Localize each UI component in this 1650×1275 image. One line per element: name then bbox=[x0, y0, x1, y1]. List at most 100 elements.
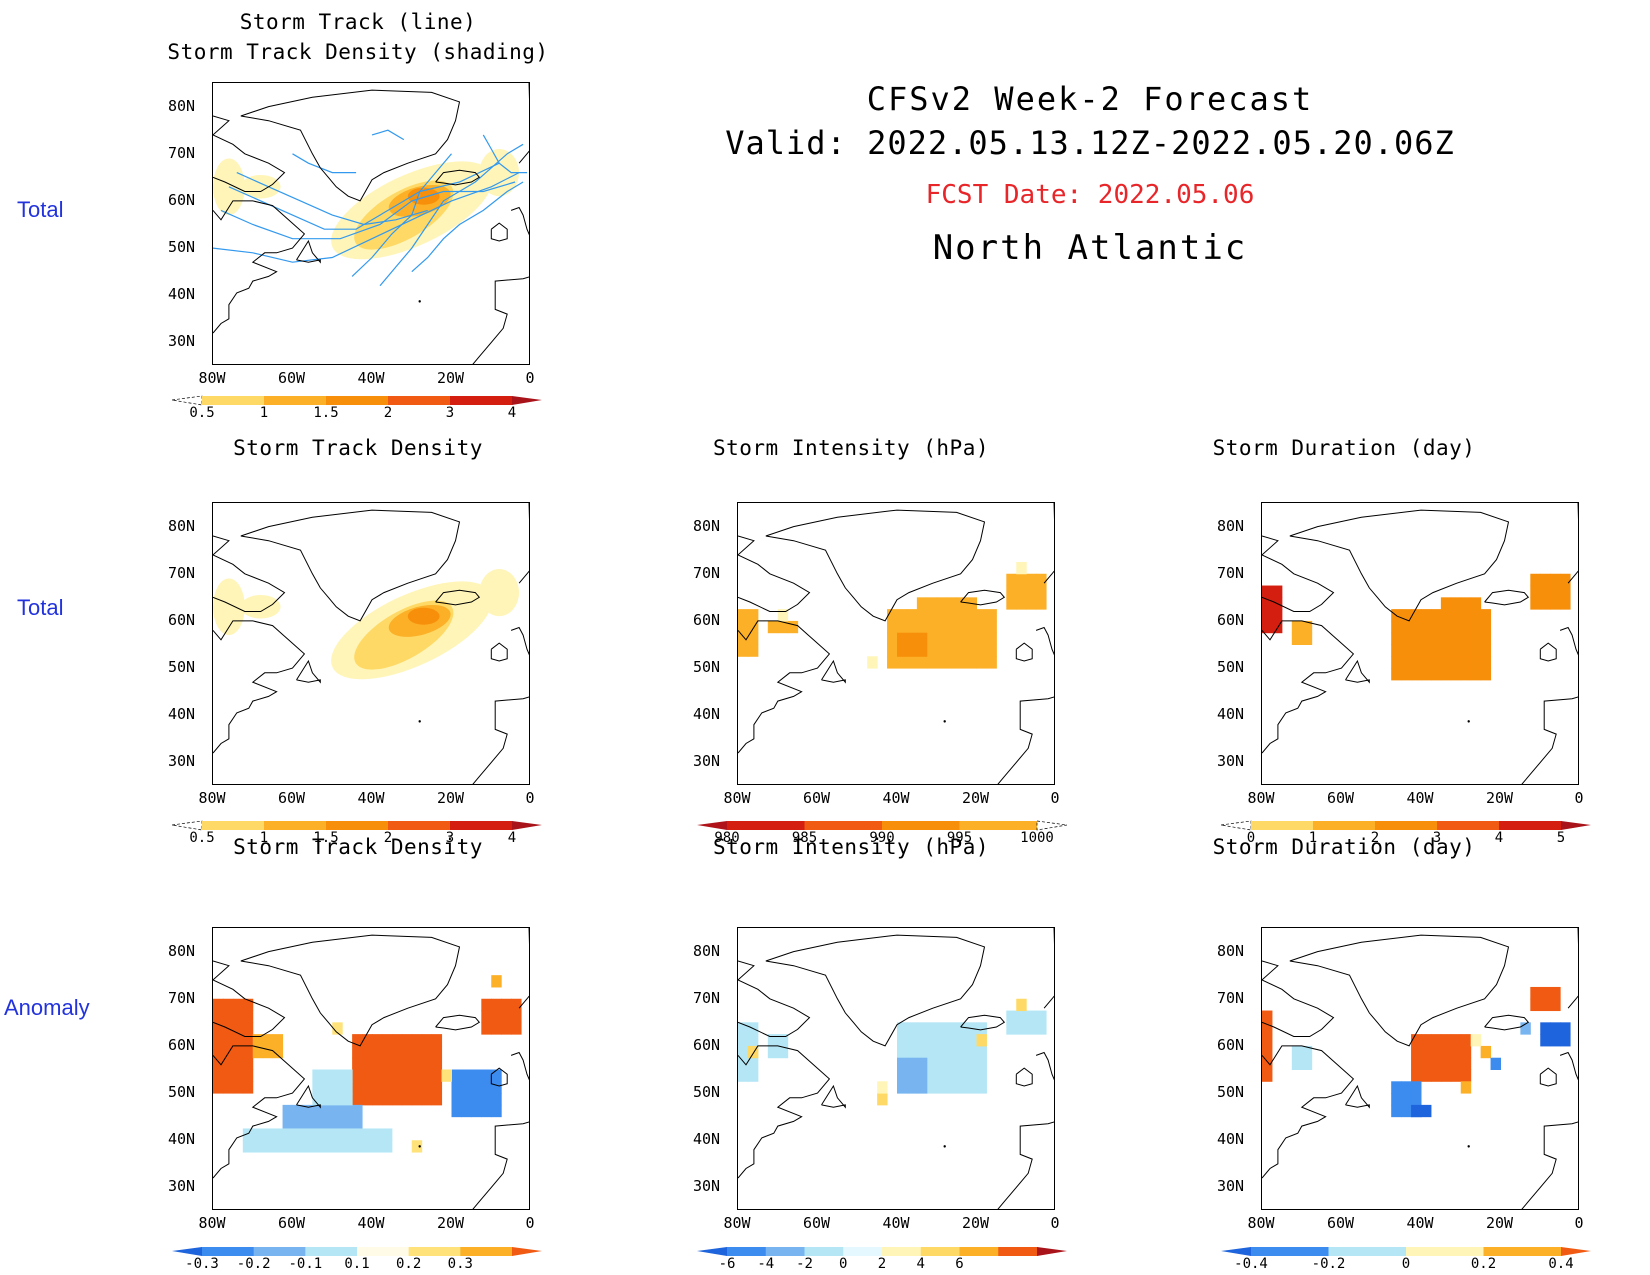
grid-cell bbox=[352, 1104, 363, 1118]
coastline-6 bbox=[1035, 1051, 1054, 1081]
coastline-8 bbox=[472, 1121, 529, 1209]
grid-cell bbox=[1450, 597, 1462, 610]
coastline-8 bbox=[472, 696, 529, 784]
grid-cell bbox=[1530, 597, 1541, 610]
grid-cell bbox=[906, 1034, 918, 1047]
map-storm-track-total bbox=[212, 82, 530, 365]
lon-tick-label: 60W bbox=[278, 1214, 306, 1232]
colorbar-arrow-right bbox=[512, 396, 542, 405]
grid-cell bbox=[877, 1093, 888, 1106]
grid-cell bbox=[1421, 1104, 1432, 1118]
grid-cell bbox=[1490, 1057, 1501, 1070]
grid-cell bbox=[242, 1045, 254, 1059]
lat-tick-label: 50N bbox=[168, 658, 196, 677]
grid-cell bbox=[222, 1081, 234, 1094]
grid-cell bbox=[906, 656, 918, 669]
grid-cell bbox=[1016, 1010, 1027, 1023]
grid-cell bbox=[976, 644, 987, 657]
colorbar-label: -0.1 bbox=[288, 1256, 323, 1272]
grid-cell bbox=[421, 1081, 433, 1094]
grid-cell bbox=[1036, 585, 1047, 598]
grid-cell bbox=[312, 1128, 323, 1141]
grid-cell bbox=[302, 1140, 313, 1153]
grid-cell bbox=[372, 1093, 383, 1106]
grid-cell bbox=[1550, 585, 1561, 598]
lat-tick-label: 50N bbox=[168, 238, 196, 257]
colorbar-arrow-right bbox=[1036, 820, 1067, 831]
main-title-line1: CFSv2 Week-2 Forecast bbox=[866, 80, 1314, 118]
colorbar-arrow-right bbox=[1561, 821, 1591, 830]
grid-cell bbox=[451, 1069, 462, 1082]
grid-cell bbox=[292, 1140, 303, 1153]
grid-cell bbox=[401, 1034, 413, 1047]
coastline-5 bbox=[1567, 928, 1578, 1009]
grid-cell bbox=[1450, 632, 1462, 645]
grid-cell bbox=[906, 1045, 918, 1059]
grid-cell bbox=[362, 1045, 373, 1059]
grid-cell bbox=[926, 644, 938, 657]
grid-cell bbox=[916, 1022, 928, 1035]
grid-cell bbox=[1440, 644, 1452, 657]
grid-cell bbox=[1411, 1034, 1422, 1047]
coastline-3 bbox=[821, 1084, 846, 1109]
lat-tick-label: 30N bbox=[1217, 1177, 1245, 1196]
grid-cell bbox=[1460, 1081, 1472, 1094]
panel6-title: Storm Intensity (hPa) bbox=[712, 835, 989, 859]
grid-cell bbox=[956, 1045, 968, 1059]
grid-cell bbox=[767, 1045, 779, 1059]
grid-cell bbox=[1262, 1045, 1273, 1059]
grid-cell bbox=[1301, 1045, 1313, 1059]
lat-tick-label: 30N bbox=[168, 752, 196, 771]
grid-cell bbox=[242, 998, 254, 1012]
grid-cell bbox=[451, 1081, 462, 1094]
grid-cell bbox=[342, 1128, 353, 1141]
grid-cell bbox=[936, 1034, 948, 1047]
grid-cell bbox=[1262, 1057, 1273, 1070]
grid-cell bbox=[1301, 620, 1313, 634]
lon-tick-label: 60W bbox=[803, 1214, 831, 1232]
grid-cell bbox=[312, 1093, 323, 1106]
map-density-total bbox=[212, 502, 530, 785]
grid-cell bbox=[1411, 1069, 1422, 1082]
grid-cell bbox=[1391, 620, 1402, 634]
grid-cell bbox=[1401, 632, 1412, 645]
lat-tick-label: 80N bbox=[168, 96, 196, 115]
grid-cell bbox=[976, 620, 987, 634]
grid-cell bbox=[213, 998, 224, 1012]
lat-tick-label: 80N bbox=[693, 941, 721, 960]
grid-cell bbox=[976, 1069, 987, 1082]
colorbar-label: 0.3 bbox=[447, 1256, 473, 1272]
grid-cell bbox=[411, 1081, 423, 1094]
lat-tick-label: 60N bbox=[168, 1035, 196, 1054]
grid-cell bbox=[1301, 632, 1313, 645]
colorbar-segment bbox=[843, 1247, 883, 1256]
grid-cell bbox=[282, 1116, 293, 1129]
coastline-7 bbox=[1539, 642, 1557, 662]
coastline-3 bbox=[1345, 1084, 1370, 1109]
map-canvas bbox=[213, 503, 529, 784]
grid-cell bbox=[1036, 597, 1047, 610]
grid-cell bbox=[946, 620, 958, 634]
grid-cell bbox=[1036, 1022, 1047, 1035]
lon-tick-label: 0 bbox=[1574, 789, 1584, 807]
grid-cell bbox=[1440, 656, 1452, 669]
grid-cell bbox=[292, 1128, 303, 1141]
lat-tick-label: 80N bbox=[1217, 516, 1245, 535]
colorbar-segment bbox=[202, 396, 265, 405]
grid-cell bbox=[966, 1034, 977, 1047]
coastline-0 bbox=[765, 934, 986, 1047]
grid-cell bbox=[322, 1104, 333, 1118]
grid-cell bbox=[906, 1081, 918, 1094]
coastline-1 bbox=[1262, 960, 1335, 1037]
lat-tick-label: 60N bbox=[1217, 610, 1245, 629]
grid-cell bbox=[491, 1069, 502, 1082]
lat-tick-label: 50N bbox=[1217, 1083, 1245, 1102]
coastline-7 bbox=[1539, 1067, 1557, 1087]
colorbar-segment bbox=[959, 1247, 999, 1256]
grid-cell bbox=[946, 1081, 958, 1094]
panel1-title-line1: Storm Track (line) bbox=[239, 10, 477, 34]
grid-cell bbox=[332, 1140, 343, 1153]
grid-cell bbox=[966, 620, 977, 634]
grid-cell bbox=[381, 1093, 393, 1106]
grid-cell bbox=[1550, 1022, 1561, 1035]
